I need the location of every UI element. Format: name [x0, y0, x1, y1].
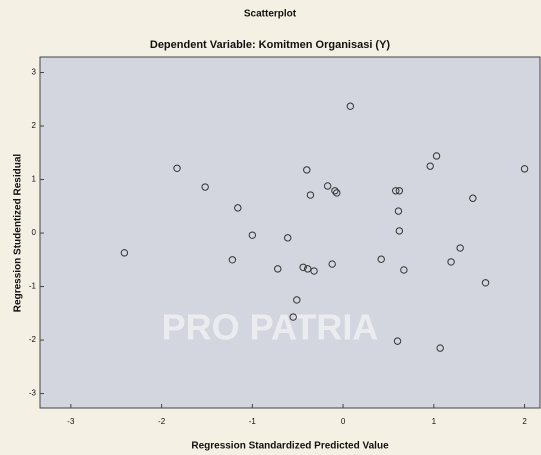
point	[310, 267, 318, 275]
chart-title: Scatterplot	[244, 9, 297, 20]
point	[248, 231, 257, 239]
y-tick-label: -2	[29, 335, 37, 344]
point	[328, 260, 336, 268]
point	[394, 207, 403, 215]
point	[284, 234, 292, 242]
watermark: PRO PATRIA	[162, 307, 379, 348]
x-tick-label: 0	[341, 417, 346, 426]
point	[303, 166, 311, 174]
y-tick-label: -1	[29, 282, 37, 291]
point	[289, 313, 297, 321]
point	[274, 265, 282, 273]
point	[306, 191, 315, 199]
plot-area	[39, 56, 541, 409]
point	[346, 102, 355, 110]
point	[432, 152, 441, 160]
y-tick-label: 3	[32, 68, 37, 77]
point	[481, 279, 490, 287]
point	[520, 165, 529, 173]
point	[426, 162, 434, 170]
point	[392, 187, 400, 195]
y-tick-label: 2	[32, 121, 37, 130]
point	[201, 183, 209, 191]
point	[395, 227, 404, 235]
x-tick-label: -2	[158, 417, 166, 426]
point	[400, 266, 408, 274]
point	[303, 265, 312, 273]
point	[299, 263, 307, 271]
point	[456, 244, 464, 252]
point	[293, 296, 301, 304]
x-tick-label: -3	[67, 417, 75, 426]
x-tick-label: 2	[522, 417, 527, 426]
point	[228, 256, 237, 264]
y-axis-label: Regression Studentized Residual	[13, 154, 24, 313]
x-axis-label: Regression Standardized Predicted Value	[191, 441, 389, 452]
point	[323, 182, 332, 190]
point	[234, 204, 242, 212]
y-tick-label: -3	[29, 389, 37, 398]
point	[333, 189, 341, 197]
point	[377, 255, 385, 263]
y-tick-label: 1	[32, 175, 37, 184]
point	[120, 249, 129, 257]
point	[469, 194, 477, 202]
point	[393, 337, 402, 345]
chart-subtitle: Dependent Variable: Komitmen Organisasi …	[150, 39, 391, 51]
point	[395, 187, 404, 195]
x-tick-label: -1	[249, 417, 257, 426]
point	[173, 164, 181, 172]
point	[436, 344, 444, 352]
point	[331, 187, 339, 195]
point	[447, 258, 455, 266]
x-tick-label: 1	[432, 417, 437, 426]
y-tick-label: 0	[32, 228, 37, 237]
